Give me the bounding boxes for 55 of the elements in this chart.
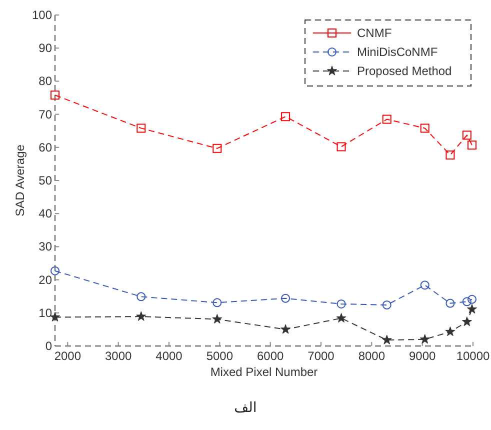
x-tick-label: 3000 [104,349,132,363]
text: الف [234,400,257,416]
point [446,150,455,160]
y-tick-label: 40 [38,206,52,221]
y-tick-label: 80 [38,74,52,88]
point [50,266,60,276]
y-tick-label: 0 [45,339,52,353]
x-tick-label: 7000 [308,349,335,363]
y-tick-label: 70 [38,107,52,122]
y-tick-label: 90 [38,41,52,56]
point [462,130,472,140]
point [212,298,222,308]
point [420,334,430,344]
point [420,124,430,133]
x-tick-label: 5000 [206,349,234,363]
y-tick-label: 50 [38,174,52,188]
y-tick-label: 60 [38,140,52,154]
x-tick-label: 6000 [256,349,284,363]
legend-label: Proposed Method [357,64,452,78]
point [212,314,222,324]
point [136,124,146,133]
x-tick-label: 9000 [408,349,436,363]
point [136,311,146,321]
point [382,300,392,310]
x-tick-label: 10000 [456,349,490,363]
point [50,90,60,100]
point [420,280,430,290]
y-tick-label: 30 [38,240,52,254]
point [382,114,392,124]
point [462,297,472,306]
legend-label: MiniDisCoNMF [357,45,438,59]
point [136,292,146,302]
y-tick-label: 10 [38,306,52,320]
point [382,334,392,344]
x-tick-label: 4000 [156,349,183,363]
point [336,312,346,322]
point [462,316,472,326]
y-tick-label: 20 [38,272,52,287]
x-tick-label: 8000 [358,349,386,363]
legend-label: CNMF [357,26,392,40]
y-axis-title: SAD Average [13,144,27,216]
x-axis-title: Mixed Pixel Number [210,365,318,379]
x-tick-label: 2000 [54,349,82,363]
point [336,142,346,152]
y-tick-label: 100 [32,8,52,22]
point [281,112,290,122]
point [336,299,346,308]
point [466,304,477,314]
point [446,298,455,308]
point [280,324,291,334]
point [212,144,222,153]
point [467,294,476,304]
point [281,294,290,303]
point [445,326,456,336]
point [467,140,476,150]
